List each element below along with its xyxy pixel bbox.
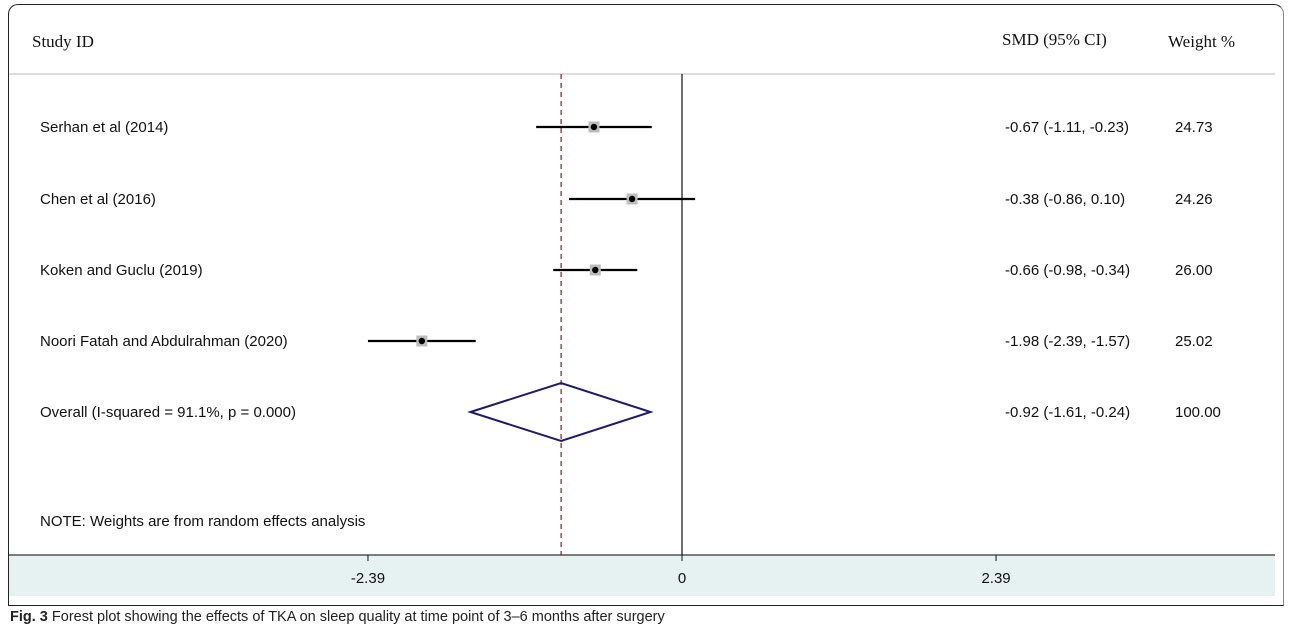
study-smd-ci: -1.98 (-2.39, -1.57) [1005,333,1130,350]
caption-label: Fig. 3 [10,609,48,625]
overall-smd-ci: -0.92 (-1.61, -0.24) [1005,404,1130,421]
study-weight: 25.02 [1175,333,1213,350]
study-label: Noori Fatah and Abdulrahman (2020) [40,333,288,350]
study-smd-ci: -0.67 (-1.11, -0.23) [1005,119,1129,136]
overall-weight: 100.00 [1175,404,1221,421]
study-point-estimate [418,337,426,345]
study-weight: 26.00 [1175,262,1213,279]
study-weight: 24.26 [1175,191,1213,208]
figure-caption: Fig. 3 Forest plot showing the effects o… [10,609,665,625]
overall-label: Overall (I-squared = 91.1%, p = 0.000) [40,404,296,421]
plot-frame [8,4,1284,606]
study-smd-ci: -0.38 (-0.86, 0.10) [1005,191,1125,208]
caption-text: Forest plot showing the effects of TKA o… [51,609,665,625]
study-point-estimate [590,123,598,131]
x-tick-label: -2.39 [351,570,385,587]
header-weight: Weight % [1168,32,1235,51]
study-point-estimate [628,195,636,203]
header-smd: SMD (95% CI) [1002,30,1107,49]
study-label: Chen et al (2016) [40,191,156,208]
study-point-estimate [592,266,599,274]
x-tick-label: 2.39 [981,570,1010,587]
study-smd-ci: -0.66 (-0.98, -0.34) [1005,262,1130,279]
x-tick-label: 0 [678,570,686,587]
header-study-id: Study ID [32,32,94,51]
note-text: NOTE: Weights are from random effects an… [40,513,365,530]
study-label: Serhan et al (2014) [40,119,168,136]
x-axis-band [9,555,1275,596]
study-label: Koken and Guclu (2019) [40,262,203,279]
overall-diamond [467,381,654,443]
study-weight: 24.73 [1175,119,1213,136]
